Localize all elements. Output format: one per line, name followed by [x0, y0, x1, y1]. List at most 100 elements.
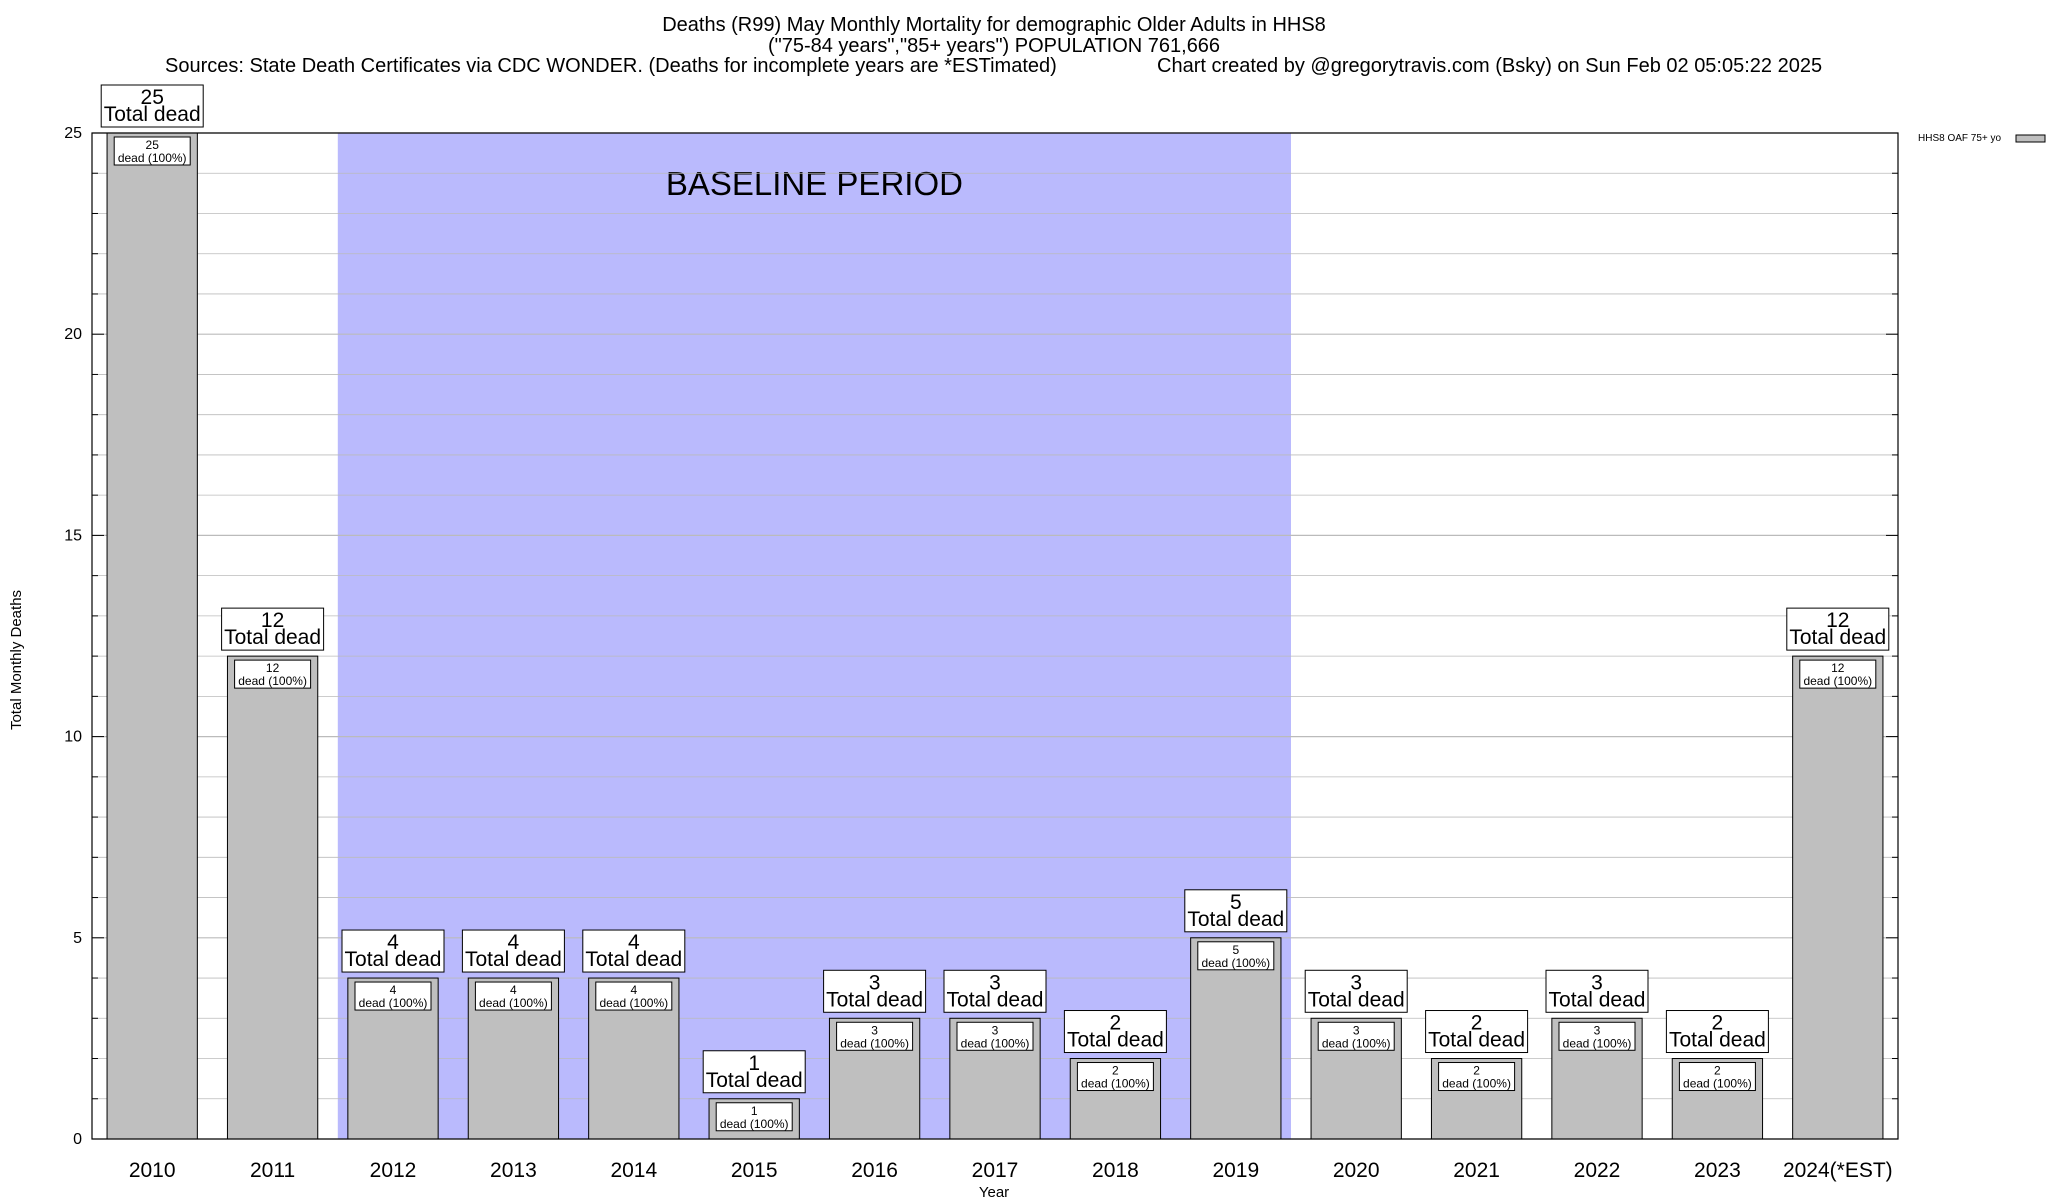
x-tick-label: 2012: [370, 1159, 417, 1182]
bar-top-caption: Total dead: [465, 948, 562, 971]
bar-inner-value: 12: [1831, 661, 1845, 675]
bar-inner-caption: dead (100%): [1683, 1077, 1752, 1091]
bar-inner-label-box: [1558, 1021, 1636, 1051]
x-tick-label: 2024(*EST): [1783, 1159, 1893, 1182]
bar-top-caption: Total dead: [947, 988, 1044, 1011]
x-tick-label: 2022: [1574, 1159, 1621, 1182]
bar-top-caption: Total dead: [585, 948, 682, 971]
bar-inner-caption: dead (100%): [1081, 1077, 1150, 1091]
x-tick-label: 2019: [1212, 1159, 1259, 1182]
bar-top-value: 12: [1826, 609, 1849, 632]
bar-top-label-box: [1304, 969, 1408, 1013]
bar-top-label-box: [702, 1050, 806, 1094]
bar-top-caption: Total dead: [1067, 1029, 1164, 1052]
x-tick-label: 2021: [1453, 1159, 1500, 1182]
y-tick-label: 20: [64, 326, 82, 343]
bar-inner-caption: dead (100%): [599, 996, 668, 1010]
bar-top-label-box: [100, 84, 204, 128]
bar-top-caption: Total dead: [345, 948, 442, 971]
bar: [226, 655, 319, 1140]
x-tick-label: 2010: [129, 1159, 176, 1182]
bar-top-value: 4: [387, 931, 399, 954]
chart-title-line-1: Deaths (R99) May Monthly Mortality for d…: [662, 14, 1326, 36]
bar-top-label-box: [1063, 1010, 1167, 1054]
bar-inner-label-box: [1317, 1021, 1395, 1051]
bar-top-caption: Total dead: [706, 1069, 803, 1092]
bar-inner-label-box: [1438, 1062, 1516, 1092]
bar-inner-label-box: [1799, 659, 1877, 689]
x-tick-label: 2016: [851, 1159, 898, 1182]
bar-inner-value: 2: [1473, 1064, 1480, 1078]
bar-inner-value: 4: [510, 983, 517, 997]
bar-inner-value: 3: [992, 1023, 999, 1037]
bar-top-value: 25: [141, 86, 164, 109]
bar-top-label-box: [1786, 607, 1890, 651]
bar-inner-label-box: [715, 1102, 793, 1132]
x-tick-label: 2015: [731, 1159, 778, 1182]
bar-inner-value: 2: [1112, 1064, 1119, 1078]
plot-frame: [91, 132, 1899, 1140]
x-tick-label: 2017: [972, 1159, 1019, 1182]
bar-inner-label-box: [354, 981, 432, 1011]
bar-top-value: 3: [989, 971, 1001, 994]
y-axis-label: Total Monthly Deaths: [8, 590, 25, 730]
baseline-period-label: BASELINE PERIOD: [666, 165, 963, 202]
bar-inner-caption: dead (100%): [1442, 1077, 1511, 1091]
x-tick-label: 2023: [1694, 1159, 1741, 1182]
bar-top-value: 12: [261, 609, 284, 632]
bar-inner-caption: dead (100%): [720, 1117, 789, 1131]
bar-inner-label-box: [1076, 1062, 1154, 1092]
bar-top-caption: Total dead: [1669, 1029, 1766, 1052]
y-tick-label: 0: [73, 1131, 82, 1148]
y-tick-label: 15: [64, 527, 82, 544]
chart-credit: Chart created by @gregorytravis.com (Bsk…: [1157, 55, 1822, 77]
bar-inner-caption: dead (100%): [118, 151, 187, 165]
bar-inner-caption: dead (100%): [479, 996, 548, 1010]
bar-inner-value: 2: [1714, 1064, 1721, 1078]
x-axis-label: Year: [979, 1184, 1009, 1200]
bar-inner-value: 12: [266, 661, 280, 675]
bar-top-caption: Total dead: [1308, 988, 1405, 1011]
bar-top-caption: Total dead: [826, 988, 923, 1011]
chart-title-line-2: ("75-84 years","85+ years") POPULATION 7…: [768, 35, 1220, 57]
bar-inner-label-box: [595, 981, 673, 1011]
bar-inner-label-box: [956, 1021, 1034, 1051]
bar: [1190, 937, 1282, 1140]
bar-inner-value: 4: [630, 983, 637, 997]
bar-top-label-box: [943, 969, 1047, 1013]
bar-inner-value: 3: [1594, 1023, 1601, 1037]
bar-inner-value: 5: [1232, 943, 1239, 957]
x-tick-label: 2011: [250, 1159, 295, 1182]
bar-inner-caption: dead (100%): [238, 674, 307, 688]
y-tick-label: 25: [64, 125, 82, 142]
bar-inner-value: 4: [390, 983, 397, 997]
bar-top-value: 3: [1591, 971, 1603, 994]
x-tick-label: 2018: [1092, 1159, 1139, 1182]
bar-top-value: 4: [628, 931, 640, 954]
bar: [106, 132, 198, 1140]
bar-inner-caption: dead (100%): [1803, 674, 1872, 688]
bar-top-value: 3: [869, 971, 881, 994]
bar-top-label-box: [1184, 889, 1288, 933]
bar-inner-caption: dead (100%): [1201, 956, 1270, 970]
bar-top-caption: Total dead: [1549, 988, 1646, 1011]
bar-top-caption: Total dead: [224, 626, 321, 649]
bar-top-caption: Total dead: [1187, 908, 1284, 931]
bar-top-label-box: [1545, 969, 1649, 1013]
bar-top-caption: Total dead: [1789, 626, 1886, 649]
bar-inner-caption: dead (100%): [840, 1036, 909, 1050]
bar-top-label-box: [221, 607, 325, 651]
bar-top-caption: Total dead: [104, 103, 201, 126]
bar-inner-caption: dead (100%): [1322, 1036, 1391, 1050]
bar-inner-label-box: [836, 1021, 914, 1051]
bar-inner-label-box: [1678, 1062, 1756, 1092]
bar-top-label-box: [1425, 1010, 1529, 1054]
bar-top-value: 1: [748, 1052, 760, 1075]
bar-top-value: 2: [1471, 1012, 1483, 1035]
bar-top-value: 3: [1350, 971, 1362, 994]
bar-top-value: 2: [1110, 1012, 1122, 1035]
bar-top-label-box: [1665, 1010, 1769, 1054]
bar-top-value: 2: [1712, 1012, 1724, 1035]
